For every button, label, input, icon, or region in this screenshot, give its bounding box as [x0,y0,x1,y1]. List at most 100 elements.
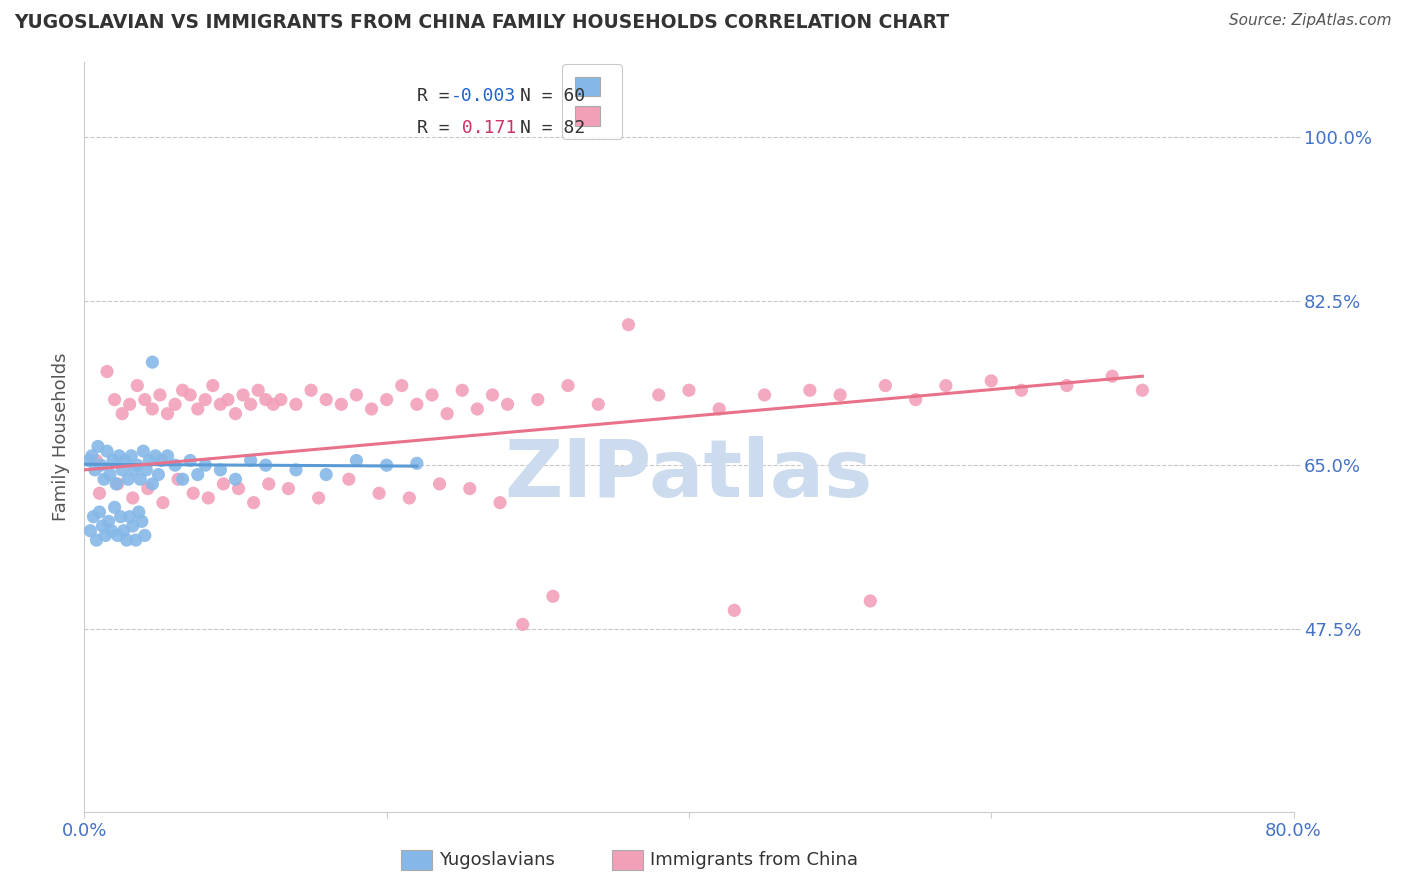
Text: YUGOSLAVIAN VS IMMIGRANTS FROM CHINA FAMILY HOUSEHOLDS CORRELATION CHART: YUGOSLAVIAN VS IMMIGRANTS FROM CHINA FAM… [14,13,949,32]
Point [181,486,204,500]
Point [299,384,322,398]
Point [527,392,550,407]
Point [368,486,391,500]
Point [723,603,745,617]
Point [132,444,155,458]
Point [172,384,194,398]
Point [117,472,139,486]
Point [156,407,179,421]
Point [541,590,564,604]
Point [111,463,134,477]
Point [194,392,217,407]
Point [980,374,1002,388]
Point [277,482,299,496]
Point [135,463,157,477]
Point [225,407,247,421]
Point [108,449,131,463]
Point [315,392,337,407]
Point [122,463,145,477]
Point [89,505,111,519]
Point [239,453,262,467]
Point [481,388,503,402]
Point [172,472,194,486]
Point [112,524,135,538]
Point [262,397,284,411]
Y-axis label: Family Households: Family Households [52,353,70,521]
Point [346,453,368,467]
Point [84,463,107,477]
Point [1132,384,1154,398]
Point [225,472,247,486]
Point [187,467,209,482]
Point [247,384,270,398]
Point [375,458,398,473]
Point [82,509,104,524]
Text: N = 60: N = 60 [520,87,585,105]
Point [201,378,224,392]
Point [141,476,163,491]
Point [165,397,187,411]
Point [467,401,489,416]
Point [1011,384,1033,398]
Point [91,519,114,533]
Text: Immigrants from China: Immigrants from China [650,851,858,869]
Point [1101,369,1123,384]
Point [129,472,152,486]
Point [120,449,142,463]
Point [94,528,117,542]
Point [489,495,512,509]
Point [79,524,101,538]
Point [127,378,149,392]
Point [375,392,398,407]
Point [149,388,172,402]
Text: Yugoslavians: Yugoslavians [439,851,554,869]
Point [875,378,897,392]
Point [90,458,112,473]
Point [308,491,330,505]
Point [179,453,201,467]
Point [709,401,731,416]
Point [217,392,239,407]
Point [451,384,474,398]
Point [429,476,451,491]
Point [436,407,458,421]
Point [165,458,187,473]
Point [617,318,640,332]
Point [406,456,429,470]
Point [150,453,173,467]
Point [118,509,141,524]
Point [512,617,534,632]
Point [458,482,481,496]
Point [141,401,163,416]
Point [167,472,190,486]
Point [100,524,122,538]
Point [270,392,292,407]
Point [588,397,610,411]
Point [96,444,118,458]
Point [111,407,134,421]
Point [209,397,232,411]
Point [935,378,957,392]
Point [406,397,429,411]
Point [239,397,262,411]
Text: N = 82: N = 82 [520,120,585,137]
Point [830,388,852,402]
Point [648,388,671,402]
Point [391,378,413,392]
Point [799,384,821,398]
Point [1056,378,1078,392]
Point [77,453,100,467]
Point [107,476,129,491]
Point [754,388,776,402]
Point [121,491,143,505]
Point [87,440,110,454]
Point [86,453,108,467]
Point [257,476,280,491]
Point [134,392,156,407]
Point [557,378,579,392]
Point [152,495,174,509]
Point [212,476,235,491]
Point [104,392,127,407]
Point [121,519,143,533]
Point [141,355,163,369]
